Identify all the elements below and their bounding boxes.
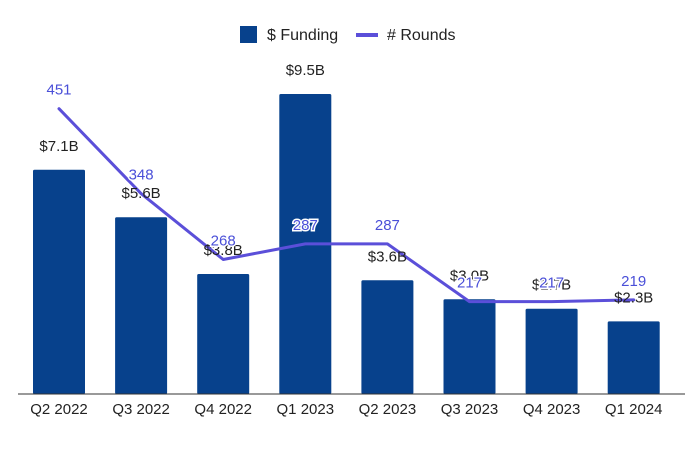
rounds-point-label: 219: [621, 273, 646, 290]
legend-swatch-funding: [240, 26, 257, 43]
legend-label-funding: $ Funding: [267, 27, 338, 44]
legend-label-rounds: # Rounds: [387, 27, 456, 44]
funding-bar-label: $3.6B: [368, 248, 407, 265]
x-tick-label: Q4 2022: [194, 401, 252, 418]
x-tick-label: Q1 2023: [277, 401, 335, 418]
x-tick-label: Q3 2022: [112, 401, 170, 418]
rounds-point-label: 217: [539, 275, 564, 292]
x-tick-label: Q2 2022: [30, 401, 88, 418]
funding-bar: [361, 280, 413, 394]
funding-bar-label: $7.1B: [39, 138, 78, 155]
funding-bar: [608, 321, 660, 394]
rounds-point-label: 287: [375, 217, 400, 234]
x-tick-label: Q4 2023: [523, 401, 581, 418]
rounds-point-label: 287: [293, 217, 318, 234]
rounds-point-label: 348: [129, 167, 154, 184]
funding-bar: [444, 299, 496, 394]
rounds-point-label: 268: [211, 233, 236, 250]
funding-bar-label: $5.6B: [121, 185, 160, 202]
funding-bar-label: $2.3B: [614, 289, 653, 306]
x-tick-label: Q3 2023: [441, 401, 499, 418]
rounds-point-label: 451: [46, 82, 71, 99]
funding-bar-label: $9.5B: [286, 62, 325, 79]
x-tick-labels: Q2 2022 Q3 2022 Q4 2022 Q1 2023 Q2 2023 Q3 20…: [30, 401, 662, 418]
funding-bar: [33, 170, 85, 394]
funding-bar: [115, 217, 167, 394]
x-tick-label: Q1 2024: [605, 401, 663, 418]
funding-bar: [197, 274, 249, 394]
x-tick-label: Q2 2023: [359, 401, 417, 418]
rounds-point-label: 217: [457, 275, 482, 292]
legend: $ Funding # Rounds: [240, 26, 456, 44]
funding-bar: [526, 309, 578, 394]
